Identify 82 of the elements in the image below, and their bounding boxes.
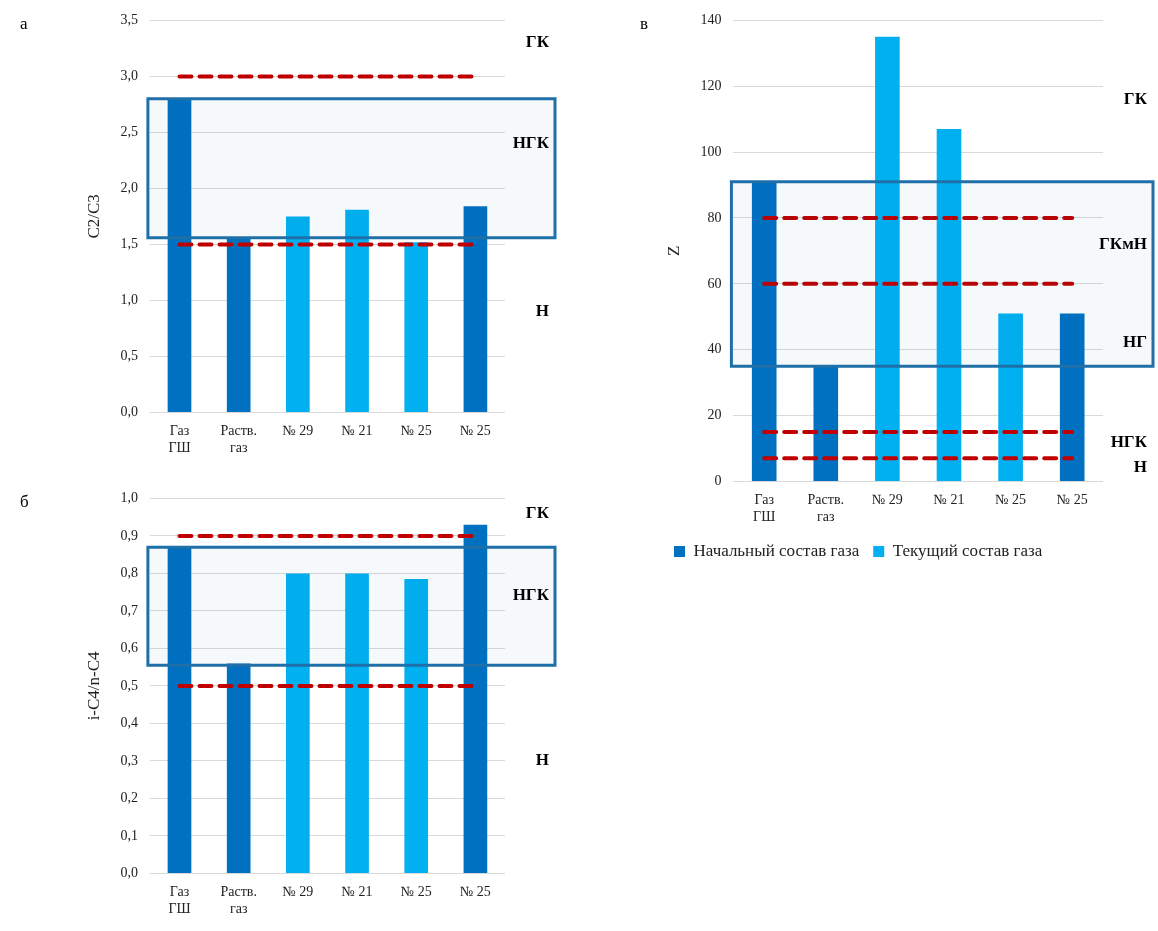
bar <box>1059 313 1085 481</box>
bar <box>226 663 251 873</box>
chart-title: б <box>20 492 29 512</box>
x-tick-label: № 25 <box>400 423 432 439</box>
y-tick-label: 80 <box>707 209 722 225</box>
y-tick-label: 0,5 <box>120 348 138 364</box>
x-tick-label: Раств. газ <box>220 423 257 456</box>
bar <box>751 181 777 481</box>
x-tick-label: Раств. газ <box>220 884 257 917</box>
text: Н <box>535 300 549 320</box>
legend-label: Начальный состав газа <box>693 540 860 560</box>
y-tick-label: 3,5 <box>120 12 138 28</box>
y-tick-label: 40 <box>707 341 722 357</box>
y-tick-label: 0,3 <box>120 752 138 768</box>
bar <box>404 579 429 873</box>
x-tick-label: № 25 <box>1056 492 1088 508</box>
y-tick-label: 60 <box>707 275 722 291</box>
y-tick-label: 2,5 <box>120 124 138 140</box>
text: ГК <box>525 502 550 522</box>
bar <box>936 129 962 481</box>
chart-title: а <box>20 14 28 34</box>
y-tick-label: 0,1 <box>120 827 138 843</box>
x-tick-label: № 29 <box>282 884 314 900</box>
bar <box>463 524 488 873</box>
bar <box>345 573 369 873</box>
x-tick-label: № 29 <box>282 423 314 439</box>
bar <box>226 238 251 412</box>
legend-label: Текущий состав газа <box>892 540 1043 560</box>
y-tick-label: 0,6 <box>120 640 138 656</box>
bar <box>404 242 429 412</box>
y-tick-label: 140 <box>700 12 722 28</box>
y-tick-label: 1,0 <box>120 490 138 506</box>
x-tick-label: № 21 <box>341 884 373 900</box>
bar <box>167 547 192 873</box>
text: НГК <box>512 585 550 605</box>
x-tick-label: № 25 <box>459 423 491 439</box>
bar <box>463 206 488 412</box>
x-tick-label: № 21 <box>341 423 373 439</box>
x-tick-label: Раств. газ <box>807 492 845 525</box>
bar <box>998 313 1023 481</box>
y-tick-label: 3,0 <box>120 68 138 84</box>
text: ГК <box>525 32 550 52</box>
y-tick-label: 100 <box>700 143 722 159</box>
bar <box>345 209 369 412</box>
text: НГК <box>1110 431 1148 451</box>
bar <box>286 216 310 412</box>
x-tick-label: № 25 <box>995 492 1027 508</box>
text: Н <box>1133 456 1147 476</box>
bar <box>813 366 839 481</box>
x-tick-label: № 25 <box>400 884 432 900</box>
y-tick-label: 1,0 <box>120 292 138 308</box>
x-tick-label: Газ ГШ <box>168 884 191 917</box>
y-tick-label: 20 <box>707 407 722 423</box>
y-tick-label: 0,9 <box>120 527 138 543</box>
y-tick-label: 0,0 <box>120 404 138 420</box>
text: НГ <box>1122 332 1147 352</box>
y-tick-label: 120 <box>700 77 722 93</box>
text: ГК <box>1123 88 1148 108</box>
y-axis-title: C2/C3 <box>83 194 103 239</box>
y-tick-label: 1,5 <box>120 236 138 252</box>
y-tick-label: 2,0 <box>120 180 138 196</box>
bar <box>167 98 192 412</box>
y-tick-label: 0 <box>714 473 722 489</box>
y-tick-label: 0,4 <box>120 715 138 731</box>
annotation: ГКмН <box>1099 233 1147 253</box>
x-tick-label: № 29 <box>871 492 903 508</box>
x-tick-label: № 21 <box>933 492 965 508</box>
y-tick-label: 0,8 <box>120 565 138 581</box>
chart-title: в <box>640 14 649 34</box>
bar <box>875 36 900 481</box>
y-tick-label: 0,7 <box>120 602 138 618</box>
x-tick-label: Газ ГШ <box>168 423 191 456</box>
bar <box>286 573 310 873</box>
x-tick-label: № 25 <box>459 884 491 900</box>
y-axis-title: i-C4/n-C4 <box>83 650 103 721</box>
text: НГК <box>512 132 550 152</box>
y-tick-label: 0,0 <box>120 865 138 881</box>
y-axis-title: Z <box>663 245 683 257</box>
y-tick-label: 0,5 <box>120 677 138 693</box>
x-tick-label: Газ ГШ <box>753 492 776 525</box>
text: Н <box>535 750 549 770</box>
y-tick-label: 0,2 <box>120 790 138 806</box>
